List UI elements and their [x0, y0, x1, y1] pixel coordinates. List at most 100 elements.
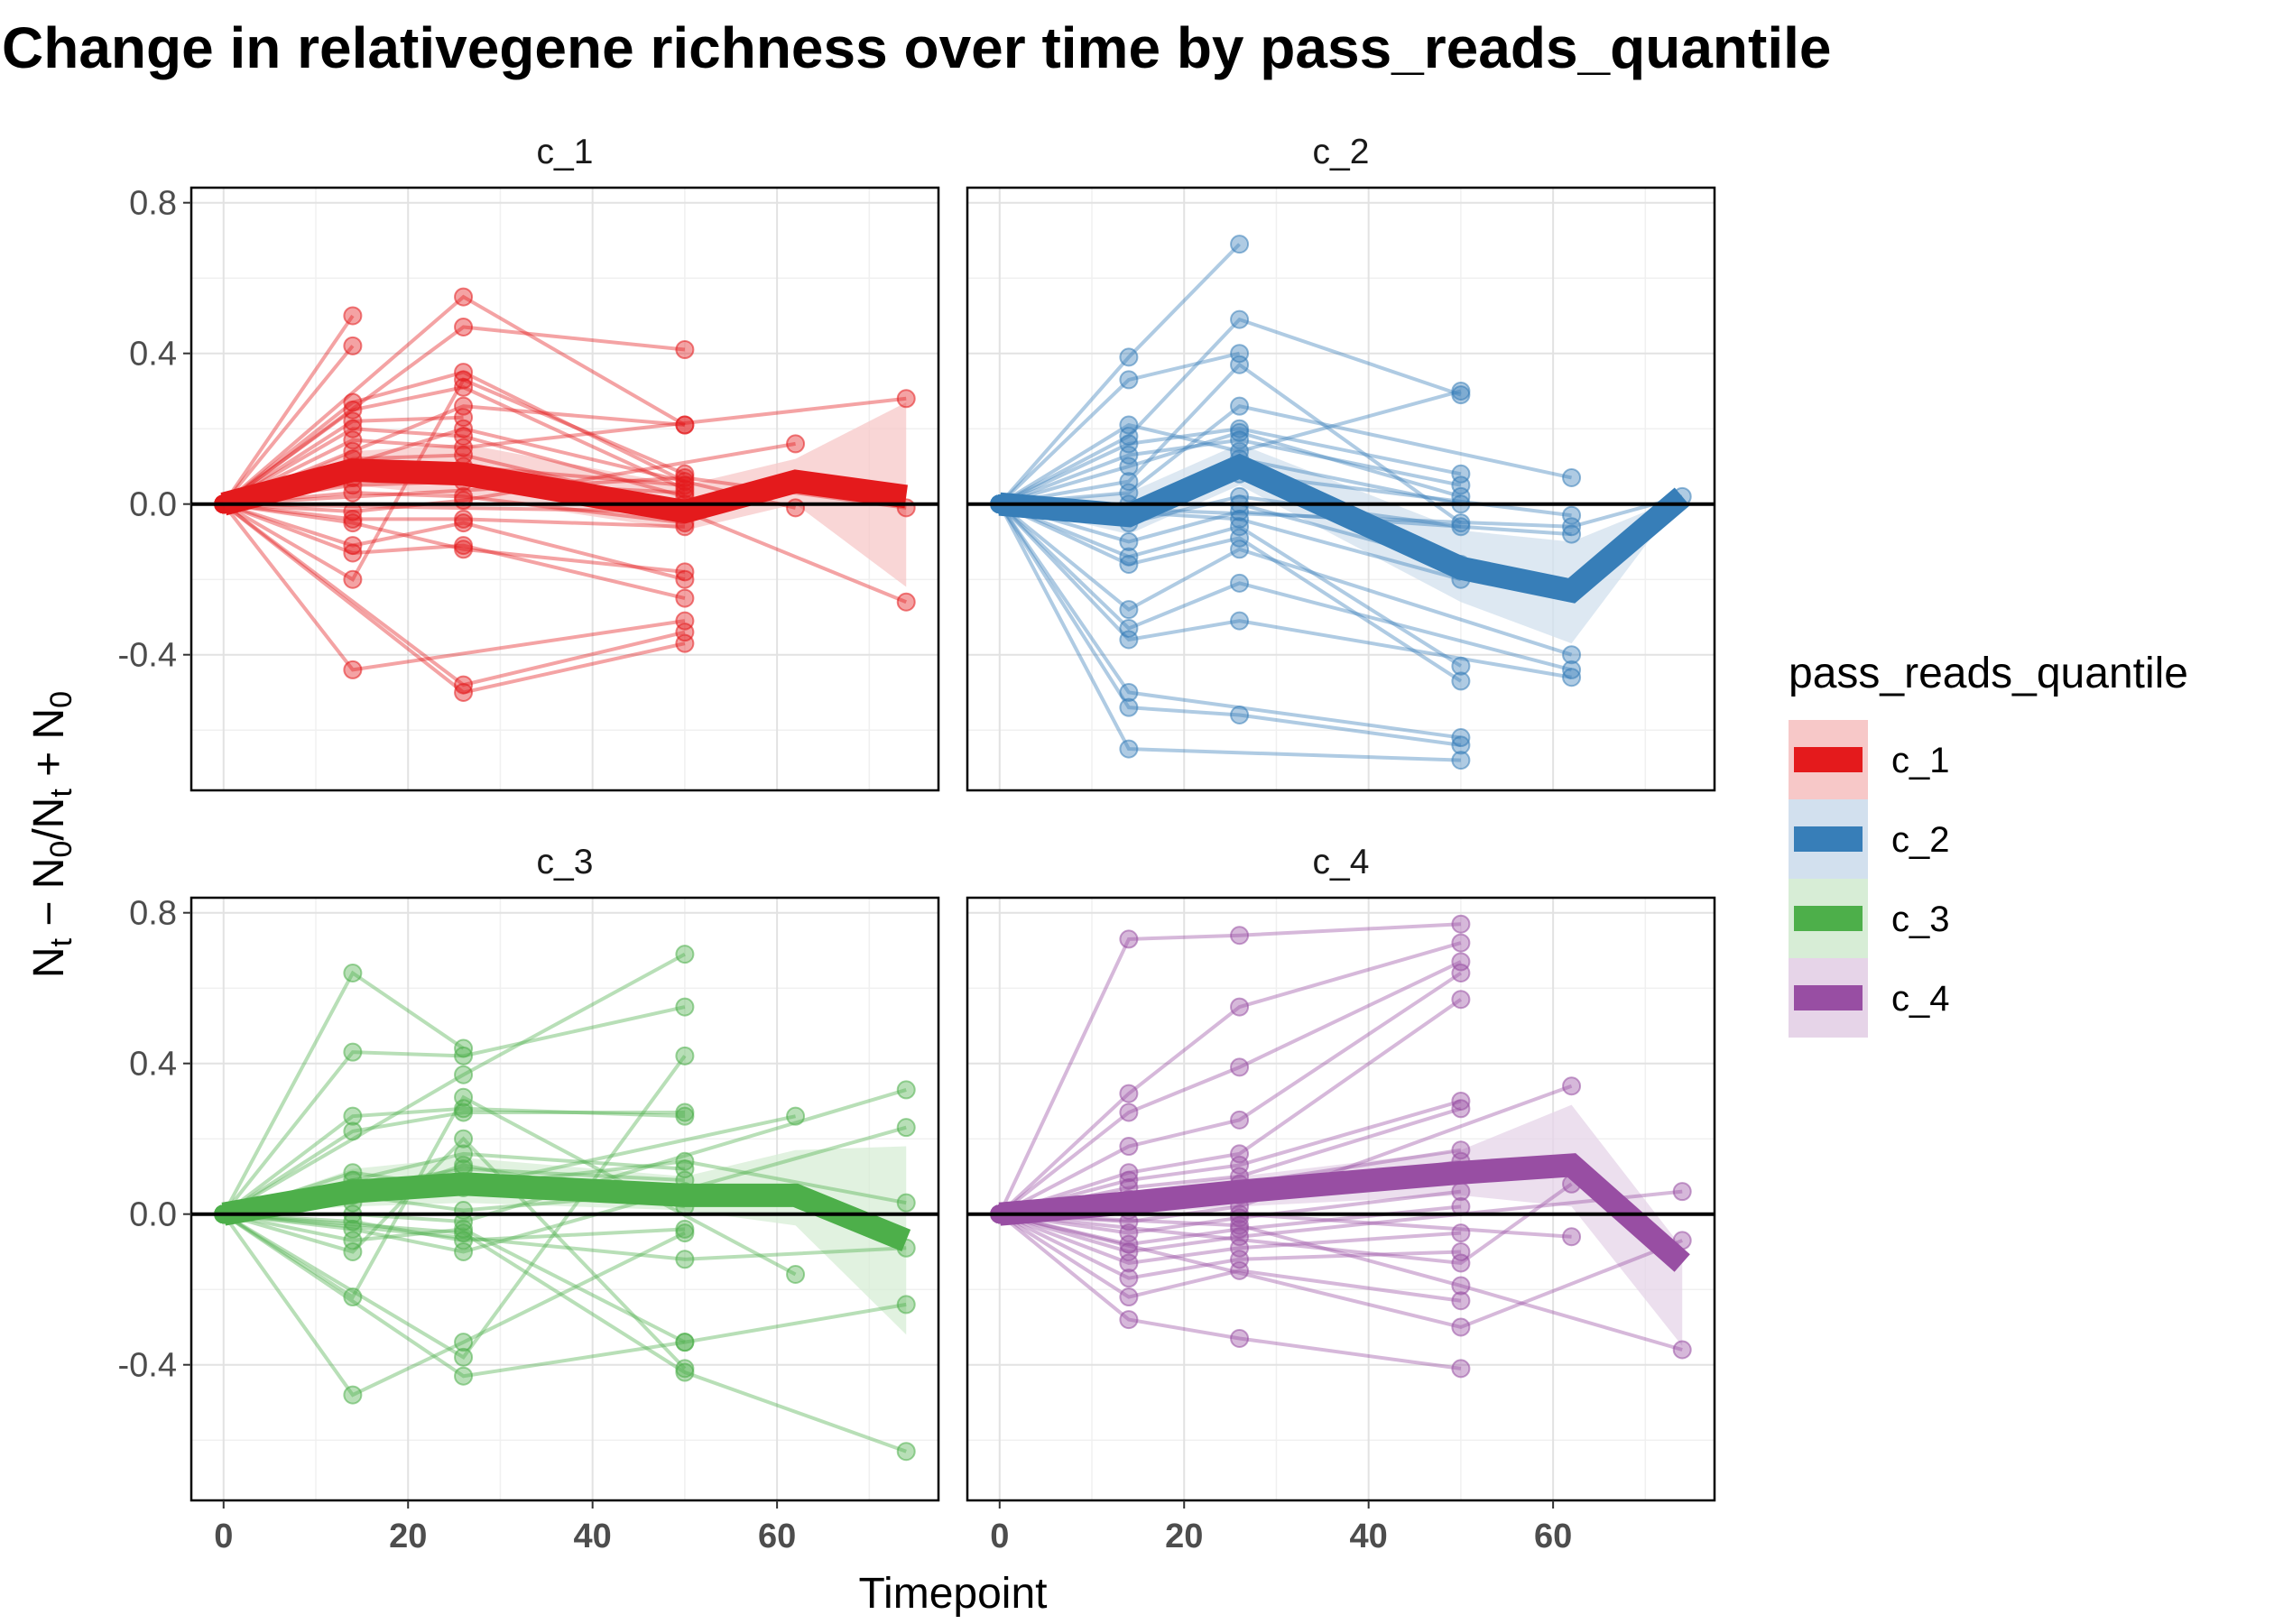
data-point	[1230, 309, 1250, 329]
trajectory-line	[998, 1213, 1462, 1303]
data-point	[1119, 347, 1139, 367]
data-point	[1230, 1110, 1250, 1130]
trajectory-line	[999, 1189, 1462, 1235]
data-point	[1451, 728, 1471, 748]
x-tick-label: 60	[1534, 1518, 1572, 1555]
data-point	[343, 483, 363, 503]
data-point	[343, 536, 363, 556]
data-point	[1230, 430, 1250, 450]
data-point	[343, 1042, 363, 1062]
data-point	[786, 498, 806, 518]
data-point	[1451, 517, 1471, 537]
x-axis-title: Timepoint	[859, 1570, 1048, 1618]
legend-key-line	[1794, 985, 1863, 1010]
trajectory-line	[998, 503, 1573, 657]
y-tick-label: 0.0	[129, 486, 177, 524]
legend-title: pass_reads_quantile	[1789, 650, 2188, 697]
data-point	[1230, 706, 1250, 724]
y-axis-title: Nt − N0/Nt + N0	[25, 691, 79, 978]
data-point	[675, 1362, 695, 1382]
data-point	[343, 543, 363, 563]
y-tick-label: -0.4	[118, 1347, 177, 1385]
data-point	[343, 1385, 363, 1405]
data-point	[786, 1265, 806, 1284]
axis-labels: Timepoint Nt − N0/Nt + N0	[25, 691, 1047, 1618]
panel-border	[190, 896, 940, 1502]
trajectory-line	[222, 1005, 686, 1215]
data-point	[454, 1038, 474, 1058]
data-point	[454, 682, 474, 702]
data-point	[1230, 355, 1250, 374]
trajectory-line	[998, 427, 1462, 506]
data-point	[786, 434, 806, 454]
data-point	[1451, 735, 1471, 755]
data-point	[1562, 517, 1582, 537]
data-point	[675, 945, 695, 964]
x-tick-label: 40	[574, 1518, 612, 1555]
data-point	[454, 1065, 474, 1084]
trajectory-line	[999, 1212, 1683, 1330]
data-point	[454, 287, 474, 307]
data-point	[343, 1106, 363, 1126]
data-point	[343, 569, 363, 589]
facet-panel-c_2: c_2	[966, 133, 1716, 792]
data-point	[343, 411, 363, 431]
data-point	[1562, 660, 1582, 679]
data-point	[343, 1121, 363, 1141]
data-point	[1451, 385, 1471, 405]
data-point	[1230, 1215, 1250, 1235]
legend-key-line	[1794, 906, 1863, 931]
data-point	[1119, 427, 1139, 447]
trajectory-line	[222, 370, 686, 506]
trajectory-line	[998, 960, 1462, 1216]
data-point	[1230, 926, 1250, 946]
data-point	[896, 592, 916, 612]
legend-item-c_2: c_2	[1789, 799, 1950, 879]
data-point	[1119, 555, 1139, 574]
data-point	[1119, 1137, 1139, 1157]
facet-strip-label: c_3	[537, 843, 594, 881]
data-point	[454, 491, 474, 511]
facet-panel-c_1: c_1 -0.4 0.0 0.4 0.8	[118, 133, 940, 792]
data-point	[1230, 1057, 1250, 1077]
trajectory-line	[222, 314, 355, 505]
facet-strip-label: c_1	[537, 133, 594, 171]
trajectory-line	[222, 1213, 686, 1398]
data-point	[1451, 751, 1471, 770]
data-point	[675, 588, 695, 608]
data-point	[1119, 739, 1139, 759]
data-point	[675, 633, 695, 653]
legend-item-label: c_3	[1891, 900, 1950, 939]
data-point	[675, 997, 695, 1017]
data-point	[454, 1129, 474, 1149]
trajectory-line	[222, 396, 907, 506]
y-tick-label: 0.0	[129, 1196, 177, 1234]
trajectory-line	[999, 494, 1683, 529]
panel-border	[190, 186, 940, 792]
y-tick-label: -0.4	[118, 637, 177, 675]
data-point	[454, 675, 474, 695]
data-point	[1119, 457, 1139, 476]
data-point	[1451, 914, 1471, 934]
data-point	[1562, 1227, 1582, 1247]
y-tick-label: 0.8	[129, 185, 177, 223]
legend: pass_reads_quantile c_1 c_2 c_3 c_4	[1789, 650, 2188, 1038]
data-point	[675, 1151, 695, 1171]
trajectory-line	[222, 427, 686, 506]
mean-trend-line	[220, 458, 908, 524]
trajectory-line	[223, 502, 685, 529]
trajectory-line	[222, 1106, 685, 1216]
data-point	[454, 377, 474, 397]
data-point	[343, 336, 363, 355]
trajectory-line	[998, 503, 1572, 679]
data-point	[454, 438, 474, 457]
data-point	[675, 1223, 695, 1243]
data-point	[343, 1287, 363, 1307]
facet-panels: c_1 -0.4 0.0 0.4 0.8 c_2 c_3 -0.4 0.0 0.4 0.8 0 20 40…	[118, 133, 1716, 1555]
trajectory-line	[223, 502, 686, 582]
data-point	[1451, 1253, 1471, 1273]
trajectory-line	[222, 345, 355, 505]
data-point	[1451, 990, 1471, 1010]
trajectory-line	[998, 317, 1462, 506]
